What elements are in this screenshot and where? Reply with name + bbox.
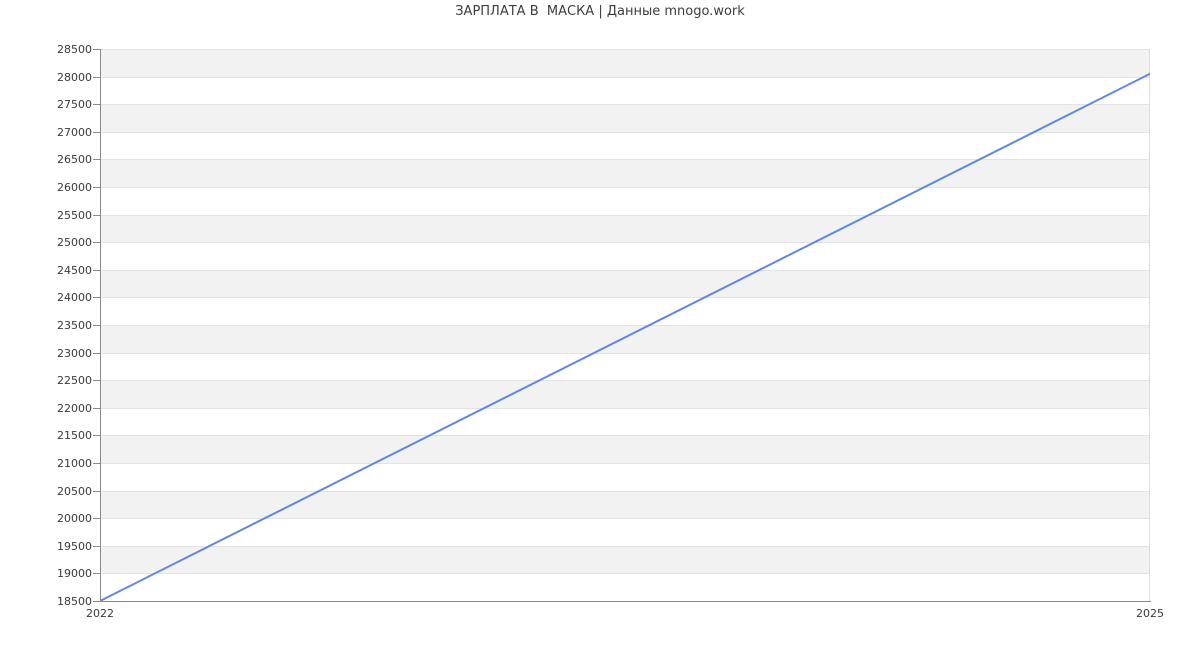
h-gridline xyxy=(100,132,1150,133)
y-tick-label: 20000 xyxy=(57,512,92,525)
plot-band xyxy=(100,407,1150,436)
h-gridline xyxy=(100,463,1150,464)
h-gridline xyxy=(100,77,1150,78)
y-axis-tick xyxy=(93,325,100,326)
plot-band xyxy=(100,380,1150,408)
plot-band xyxy=(100,269,1150,298)
y-tick-label: 19000 xyxy=(57,567,92,580)
plot-band xyxy=(100,242,1150,270)
y-tick-label: 28000 xyxy=(57,71,92,84)
plot-band xyxy=(100,214,1150,243)
y-tick-label: 22500 xyxy=(57,374,92,387)
y-axis-tick xyxy=(93,601,100,602)
y-axis-tick xyxy=(93,242,100,243)
y-axis-tick xyxy=(93,187,100,188)
plot-band xyxy=(100,76,1150,105)
h-gridline xyxy=(100,573,1150,574)
y-tick-label: 28500 xyxy=(57,43,92,56)
y-tick-label: 24000 xyxy=(57,291,92,304)
h-gridline xyxy=(100,435,1150,436)
y-tick-label: 22000 xyxy=(57,402,92,415)
plot-band xyxy=(100,104,1150,132)
plot-area xyxy=(100,49,1150,602)
plot-band xyxy=(100,518,1150,546)
y-axis-tick xyxy=(93,491,100,492)
plot-band xyxy=(100,352,1150,381)
y-axis-tick xyxy=(93,463,100,464)
y-axis-tick xyxy=(93,77,100,78)
y-tick-label: 26000 xyxy=(57,181,92,194)
y-tick-label: 25500 xyxy=(57,209,92,222)
y-tick-label: 27500 xyxy=(57,98,92,111)
h-gridline xyxy=(100,104,1150,105)
y-axis-tick xyxy=(93,380,100,381)
y-axis-line xyxy=(100,49,101,602)
plot-band xyxy=(100,49,1150,77)
h-gridline xyxy=(100,546,1150,547)
h-gridline xyxy=(100,159,1150,160)
y-tick-label: 21500 xyxy=(57,429,92,442)
right-edge-gridline xyxy=(1149,49,1150,601)
h-gridline xyxy=(100,408,1150,409)
y-tick-label: 25000 xyxy=(57,236,92,249)
y-tick-label: 18500 xyxy=(57,595,92,608)
y-axis-tick xyxy=(93,546,100,547)
y-tick-label: 26500 xyxy=(57,153,92,166)
y-tick-label: 27000 xyxy=(57,126,92,139)
y-tick-label: 23000 xyxy=(57,347,92,360)
x-tick-label: 2022 xyxy=(86,607,114,620)
y-axis-tick xyxy=(93,518,100,519)
y-axis-tick xyxy=(93,159,100,160)
series-line xyxy=(100,72,1150,601)
plot-band xyxy=(100,573,1150,601)
plot-band xyxy=(100,187,1150,215)
h-gridline xyxy=(100,297,1150,298)
y-tick-label: 24500 xyxy=(57,264,92,277)
y-axis-tick xyxy=(93,132,100,133)
h-gridline xyxy=(100,353,1150,354)
y-axis-tick xyxy=(93,435,100,436)
h-gridline xyxy=(100,242,1150,243)
plot-band xyxy=(100,131,1150,160)
h-gridline xyxy=(100,49,1150,50)
y-axis-tick xyxy=(93,215,100,216)
h-gridline xyxy=(100,518,1150,519)
y-tick-label: 23500 xyxy=(57,319,92,332)
y-axis-tick xyxy=(93,104,100,105)
h-gridline xyxy=(100,491,1150,492)
y-tick-label: 19500 xyxy=(57,540,92,553)
y-tick-label: 20500 xyxy=(57,485,92,498)
y-axis-tick xyxy=(93,297,100,298)
y-axis-tick xyxy=(93,49,100,50)
x-tick-label: 2025 xyxy=(1136,607,1164,620)
y-axis-tick xyxy=(93,573,100,574)
plot-band xyxy=(100,325,1150,353)
plot-band xyxy=(100,435,1150,463)
h-gridline xyxy=(100,187,1150,188)
chart-title: ЗАРПЛАТА В МАСКА | Данные mnogo.work xyxy=(455,4,745,19)
y-axis-tick xyxy=(93,353,100,354)
h-gridline xyxy=(100,215,1150,216)
y-axis-tick xyxy=(93,408,100,409)
plot-band xyxy=(100,545,1150,574)
plot-band xyxy=(100,159,1150,187)
plot-band xyxy=(100,463,1150,491)
plot-band xyxy=(100,297,1150,325)
y-axis-tick xyxy=(93,270,100,271)
h-gridline xyxy=(100,270,1150,271)
h-gridline xyxy=(100,325,1150,326)
h-gridline xyxy=(100,380,1150,381)
x-axis-line xyxy=(94,601,1151,602)
y-tick-label: 21000 xyxy=(57,457,92,470)
